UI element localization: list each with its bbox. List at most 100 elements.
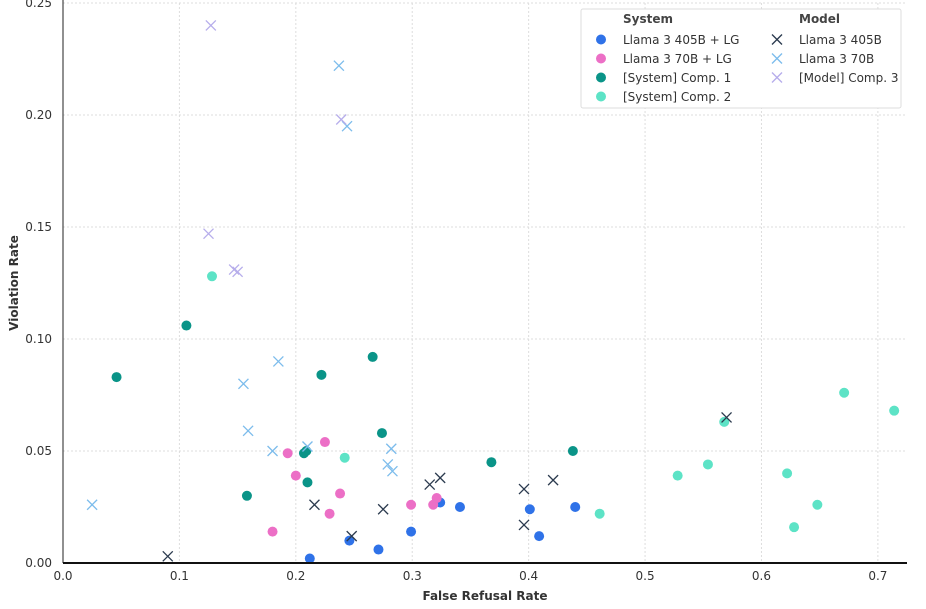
data-point-x — [232, 266, 244, 278]
data-point-x — [237, 378, 249, 390]
x-tick-label: 0.0 — [53, 569, 72, 583]
data-point — [241, 490, 252, 501]
legend-group-title: Model — [799, 12, 840, 26]
legend-entry-label: [System] Comp. 1 — [623, 71, 731, 85]
data-point — [339, 452, 350, 463]
x-tick-label: 0.2 — [286, 569, 305, 583]
data-points — [86, 19, 900, 564]
series--system-comp-2 — [207, 271, 900, 533]
data-point — [267, 526, 278, 537]
data-point — [702, 459, 713, 470]
x-tick-label: 0.5 — [636, 569, 655, 583]
data-point — [839, 387, 850, 398]
data-point — [789, 522, 800, 533]
data-point-x — [721, 411, 733, 423]
data-point — [719, 416, 730, 427]
data-point — [486, 457, 497, 468]
data-point-x — [267, 445, 279, 457]
x-axis-label: False Refusal Rate — [422, 589, 547, 603]
x-tick-label: 0.4 — [519, 569, 538, 583]
data-point — [406, 526, 417, 537]
legend-entry-label: Llama 3 70B — [799, 52, 874, 66]
data-point — [431, 493, 442, 504]
legend-entry-label: Llama 3 70B + LG — [623, 52, 732, 66]
data-point-x — [86, 499, 98, 511]
legend-circle-marker — [596, 91, 606, 102]
data-point — [524, 504, 535, 515]
y-tick-label: 0.00 — [25, 556, 52, 570]
data-point — [567, 446, 578, 456]
legend-x-marker — [771, 72, 783, 83]
data-point-x — [272, 355, 284, 367]
data-point — [316, 369, 327, 380]
data-point — [324, 508, 335, 519]
x-tick-label: 0.6 — [752, 569, 771, 583]
series-llama-3-70b — [86, 60, 398, 511]
data-point-x — [424, 479, 436, 491]
data-point — [367, 351, 378, 362]
y-tick-label: 0.15 — [25, 220, 52, 234]
legend: System Llama 3 405B + LG Llama 3 70B + LG [… — [580, 8, 902, 109]
data-point-x — [242, 425, 254, 437]
data-point-x — [385, 443, 397, 455]
data-point-x — [162, 550, 174, 562]
legend-x-marker — [771, 53, 783, 64]
data-point — [290, 470, 301, 481]
data-point — [302, 477, 313, 488]
data-point — [335, 488, 346, 499]
data-point-x — [346, 530, 358, 542]
series--system-comp-1 — [111, 320, 578, 501]
legend-box — [580, 8, 902, 109]
legend-circle-marker — [596, 72, 606, 83]
data-point — [344, 535, 355, 546]
y-tick-label: 0.05 — [25, 444, 52, 458]
data-point — [406, 499, 417, 510]
data-point — [304, 553, 315, 564]
legend-entry-label: [System] Comp. 2 — [623, 90, 731, 104]
data-point — [782, 468, 793, 479]
legend-circle-marker — [596, 34, 606, 45]
y-tick-label: 0.25 — [25, 0, 52, 10]
data-point — [889, 405, 900, 416]
data-point — [812, 499, 823, 510]
data-point — [594, 508, 605, 519]
series--model-comp-3 — [203, 19, 347, 278]
legend-entry-label: Llama 3 405B + LG — [623, 33, 739, 47]
x-tick-label: 0.1 — [170, 569, 189, 583]
data-point — [319, 437, 330, 448]
legend-x-marker — [771, 34, 783, 45]
series-llama-3-405b-lg — [304, 497, 581, 564]
data-point — [373, 544, 384, 555]
data-point-x — [308, 499, 320, 511]
legend-entry-label: [Model] Comp. 3 — [799, 71, 899, 85]
y-axis-label: Violation Rate — [7, 235, 21, 331]
data-point-x — [205, 19, 217, 31]
data-point-x — [382, 458, 394, 470]
data-point-x — [203, 228, 214, 240]
data-point — [181, 320, 192, 331]
data-point — [454, 502, 465, 512]
data-point — [672, 470, 683, 481]
data-point-x — [333, 60, 345, 72]
y-tick-label: 0.10 — [25, 332, 52, 346]
legend-entry-label: Llama 3 405B — [799, 33, 882, 47]
y-tick-label: 0.20 — [25, 108, 52, 122]
data-point-x — [518, 483, 530, 495]
data-point-x — [377, 503, 389, 515]
axes — [62, 0, 907, 564]
data-point-x — [518, 519, 530, 531]
x-tick-label: 0.7 — [868, 569, 887, 583]
data-point — [570, 502, 581, 512]
data-point-x — [228, 264, 240, 276]
data-point-x — [434, 472, 446, 484]
data-point-x — [302, 441, 313, 452]
data-point — [534, 531, 545, 542]
data-point — [207, 271, 218, 282]
x-tick-label: 0.3 — [403, 569, 422, 583]
data-point — [111, 372, 122, 383]
data-point — [282, 448, 293, 459]
data-point-x — [335, 114, 347, 125]
data-point-x — [547, 474, 559, 486]
legend-group-title: System — [623, 12, 673, 26]
